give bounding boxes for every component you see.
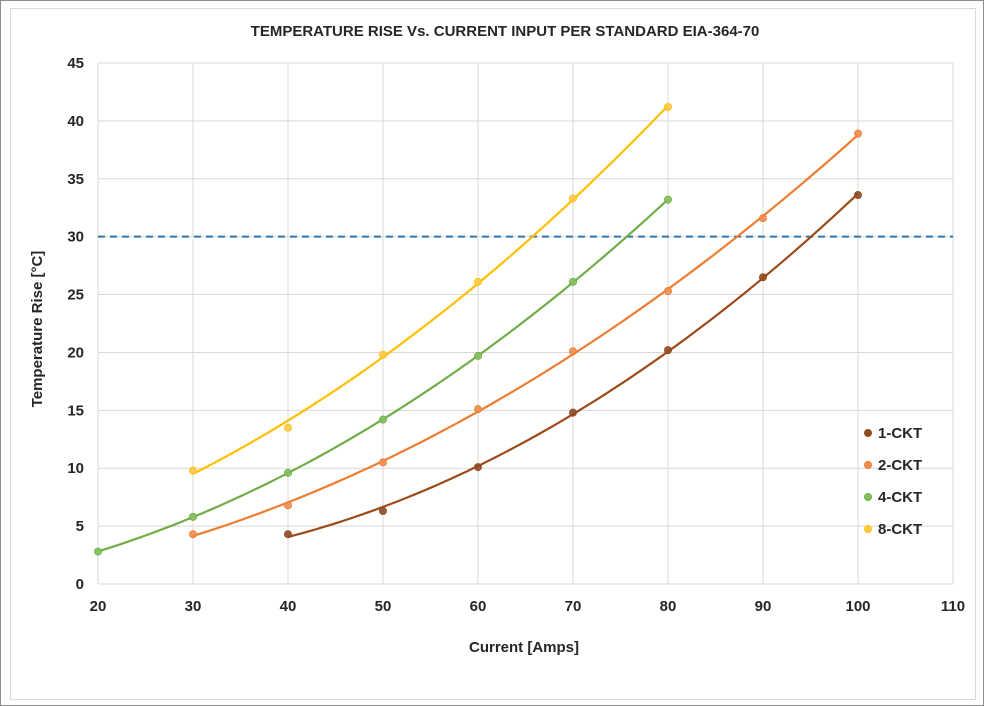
data-point-1-ckt xyxy=(283,530,292,539)
legend-marker-2-ckt xyxy=(864,460,873,469)
data-point-4-ckt xyxy=(378,415,387,424)
y-tick-label: 0 xyxy=(76,576,84,593)
legend-label-2-ckt: 2-CKT xyxy=(878,457,922,474)
y-tick-label: 15 xyxy=(67,402,84,419)
x-axis-label: Current [Amps] xyxy=(469,639,579,656)
x-tick-label: 90 xyxy=(755,598,772,615)
data-point-4-ckt xyxy=(473,351,482,360)
x-tick-labels: 20 30 40 50 60 70 80 90 100 110 xyxy=(90,598,965,615)
y-axis-label: Temperature Rise [°C] xyxy=(29,251,46,408)
series-curve-8-ckt xyxy=(192,104,669,475)
data-point-2-ckt xyxy=(854,129,863,138)
data-point-8-ckt xyxy=(283,423,292,432)
data-point-1-ckt xyxy=(569,408,578,417)
legend-marker-8-ckt xyxy=(864,525,873,534)
data-point-8-ckt xyxy=(473,277,482,286)
legend-label-1-ckt: 1-CKT xyxy=(878,425,922,442)
data-point-1-ckt xyxy=(473,463,482,472)
data-point-2-ckt xyxy=(664,287,673,296)
x-tick-label: 20 xyxy=(90,598,107,615)
data-point-4-ckt xyxy=(664,195,673,204)
legend-label-4-ckt: 4-CKT xyxy=(878,489,922,506)
y-tick-label: 25 xyxy=(67,287,84,304)
x-tick-label: 80 xyxy=(660,598,677,615)
data-point-8-ckt xyxy=(378,350,387,359)
data-point-4-ckt xyxy=(188,512,197,521)
chart-title: TEMPERATURE RISE Vs. CURRENT INPUT PER S… xyxy=(251,23,760,40)
y-tick-label: 30 xyxy=(67,229,84,246)
y-tick-label: 35 xyxy=(67,171,84,188)
x-tick-label: 110 xyxy=(941,598,965,615)
x-tick-label: 60 xyxy=(470,598,487,615)
data-points xyxy=(94,102,863,556)
data-point-8-ckt xyxy=(664,102,673,111)
y-tick-label: 45 xyxy=(67,55,84,72)
data-point-1-ckt xyxy=(854,190,863,199)
x-tick-label: 30 xyxy=(185,598,202,615)
data-point-2-ckt xyxy=(378,458,387,467)
data-point-8-ckt xyxy=(188,466,197,475)
data-point-4-ckt xyxy=(283,468,292,477)
data-point-1-ckt xyxy=(664,346,673,355)
x-tick-label: 100 xyxy=(845,598,870,615)
data-point-1-ckt xyxy=(378,507,387,516)
data-point-2-ckt xyxy=(283,501,292,510)
data-point-2-ckt xyxy=(473,405,482,414)
x-tick-label: 40 xyxy=(280,598,297,615)
y-tick-label: 40 xyxy=(67,113,84,130)
legend-label-8-ckt: 8-CKT xyxy=(878,521,922,538)
series-curve-2-ckt xyxy=(192,134,859,537)
legend-marker-4-ckt xyxy=(864,492,873,501)
legend: 1-CKT 2-CKT 4-CKT 8-CKT xyxy=(864,425,922,538)
legend-marker-1-ckt xyxy=(864,428,873,437)
gridlines xyxy=(97,62,954,585)
data-point-4-ckt xyxy=(569,277,578,286)
y-tick-label: 20 xyxy=(67,344,84,361)
data-point-4-ckt xyxy=(94,547,103,556)
data-point-2-ckt xyxy=(759,214,768,223)
x-tick-label: 70 xyxy=(565,598,582,615)
chart-area xyxy=(10,8,976,700)
data-point-2-ckt xyxy=(188,530,197,539)
data-point-1-ckt xyxy=(759,273,768,282)
x-tick-label: 50 xyxy=(375,598,392,615)
y-tick-label: 10 xyxy=(67,460,84,477)
data-point-8-ckt xyxy=(569,194,578,203)
y-tick-label: 5 xyxy=(76,518,84,535)
y-tick-labels: 0 5 10 15 20 25 30 35 40 45 xyxy=(67,55,84,593)
data-point-2-ckt xyxy=(569,347,578,356)
